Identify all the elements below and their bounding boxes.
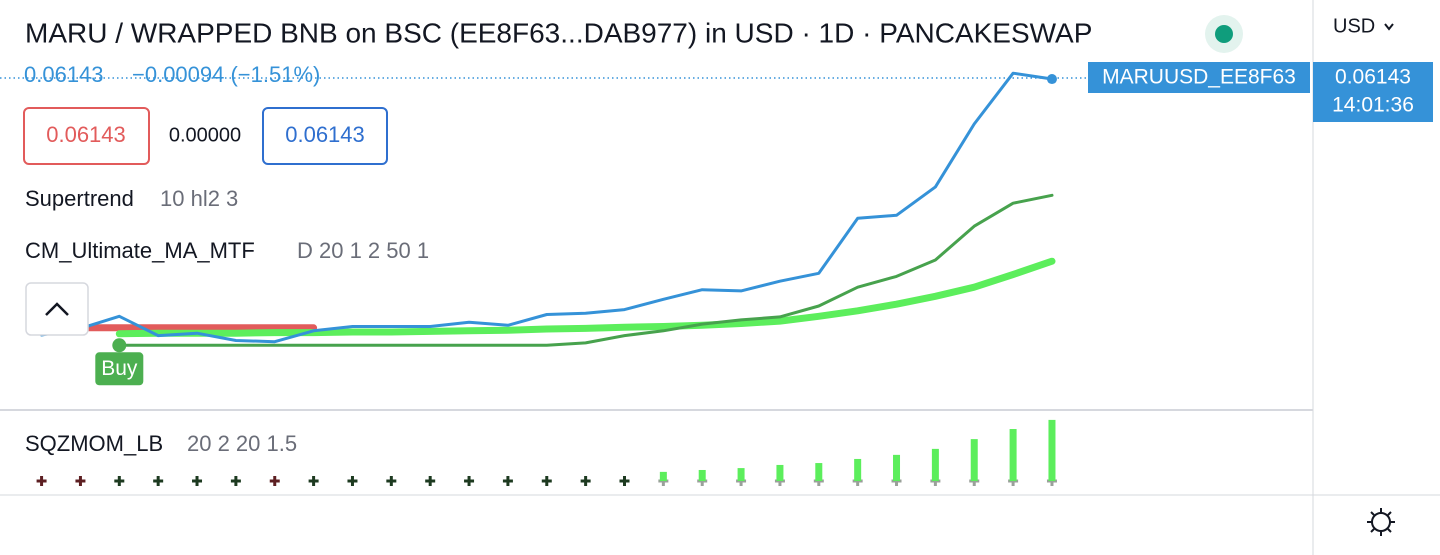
indicator-params: 20 2 20 1.5 — [187, 431, 297, 456]
symbol-label: MARUUSD_EE8F63 — [1102, 66, 1296, 89]
settings-teeth[interactable] — [1367, 508, 1395, 536]
indicator-name: CM_Ultimate_MA_MTF — [25, 238, 255, 263]
squeeze-cross — [36, 476, 47, 487]
squeeze-cross — [425, 476, 436, 487]
signal-label: Buy — [101, 357, 138, 380]
price-label: 0.06143 — [1335, 66, 1411, 89]
squeeze-cross — [580, 476, 591, 487]
bar — [815, 463, 823, 482]
squeeze-cross — [308, 476, 319, 487]
spread: 0.00000 — [169, 124, 241, 146]
squeeze-cross — [75, 476, 86, 487]
bar — [970, 439, 978, 482]
signal-box — [95, 352, 144, 386]
bar — [776, 464, 784, 482]
plot: Buy — [36, 71, 1057, 487]
indicator-name: SQZMOM_LB — [25, 431, 163, 456]
last-point — [1046, 74, 1057, 85]
price-label-box — [1313, 62, 1433, 122]
indicator-name: Supertrend — [25, 186, 134, 211]
squeeze-cross — [114, 476, 125, 487]
bar — [931, 448, 939, 482]
sell-button[interactable] — [23, 107, 150, 165]
series-line — [40, 71, 1054, 344]
squeeze-cross — [230, 476, 241, 487]
collapse-icon[interactable] — [45, 302, 69, 316]
buy-button[interactable] — [262, 107, 388, 165]
chart-title: MARU / WRAPPED BNB on BSC (EE8F63...DAB9… — [25, 17, 1092, 48]
squeeze-cross — [386, 476, 397, 487]
indicator-params: 10 hl2 3 — [160, 186, 238, 211]
bar — [698, 469, 706, 482]
currency-chevron[interactable] — [1384, 23, 1394, 31]
squeeze-cross — [619, 476, 630, 487]
bar — [854, 458, 862, 482]
status-dot — [1215, 25, 1233, 43]
squeeze-cross — [347, 476, 358, 487]
last-price: 0.06143 — [24, 62, 104, 87]
series-line — [115, 257, 1056, 338]
buy-price[interactable]: 0.06143 — [285, 122, 365, 147]
signal-dot — [112, 338, 127, 353]
symbol-label-box — [1088, 62, 1310, 93]
squeeze-cross — [502, 476, 513, 487]
price-change: −0.00094 (−1.51%) — [132, 62, 320, 87]
squeeze-cross — [153, 476, 164, 487]
collapse-button[interactable] — [25, 282, 89, 336]
bar — [737, 468, 745, 482]
countdown: 14:01:36 — [1332, 94, 1414, 117]
bar — [659, 471, 667, 482]
bar — [1048, 419, 1056, 482]
settings-icon[interactable] — [1367, 508, 1395, 536]
squeeze-cross — [192, 476, 203, 487]
sell-price[interactable]: 0.06143 — [46, 122, 126, 147]
currency-selector[interactable]: USD — [1333, 15, 1375, 37]
indicator-params: D 20 1 2 50 1 — [297, 238, 429, 263]
series-line — [117, 193, 1054, 347]
squeeze-cross — [541, 476, 552, 487]
bar — [893, 454, 901, 482]
squeeze-cross — [269, 476, 280, 487]
bar — [1009, 429, 1017, 482]
squeeze-cross — [464, 476, 475, 487]
